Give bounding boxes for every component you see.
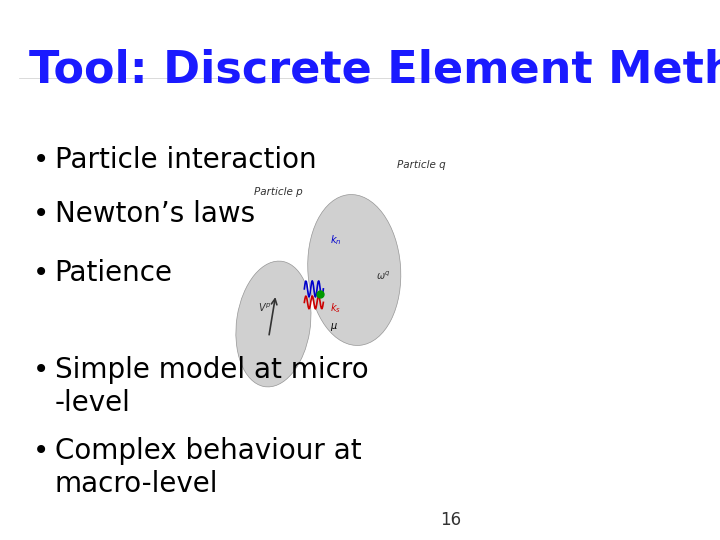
Text: $k_s$: $k_s$ bbox=[330, 301, 341, 315]
Text: Particle interaction: Particle interaction bbox=[55, 146, 316, 174]
Text: $\mu$: $\mu$ bbox=[330, 321, 338, 333]
Text: Newton’s laws: Newton’s laws bbox=[55, 200, 255, 228]
Text: Complex behaviour at
macro-level: Complex behaviour at macro-level bbox=[55, 437, 361, 498]
Text: $k_n$: $k_n$ bbox=[330, 233, 341, 247]
Text: $\omega^q$: $\omega^q$ bbox=[376, 269, 390, 281]
Ellipse shape bbox=[307, 194, 401, 346]
Text: •: • bbox=[33, 146, 50, 174]
Text: Particle p: Particle p bbox=[254, 187, 303, 197]
Text: •: • bbox=[33, 437, 50, 465]
Text: Patience: Patience bbox=[55, 259, 173, 287]
Text: •: • bbox=[33, 259, 50, 287]
Text: Tool: Discrete Element Method: Tool: Discrete Element Method bbox=[29, 49, 720, 92]
Text: 16: 16 bbox=[440, 511, 462, 529]
Text: •: • bbox=[33, 200, 50, 228]
Text: Simple model at micro
-level: Simple model at micro -level bbox=[55, 356, 369, 417]
Ellipse shape bbox=[236, 261, 311, 387]
Text: $V^p$: $V^p$ bbox=[258, 302, 271, 314]
Text: •: • bbox=[33, 356, 50, 384]
Text: Particle q: Particle q bbox=[397, 160, 446, 170]
